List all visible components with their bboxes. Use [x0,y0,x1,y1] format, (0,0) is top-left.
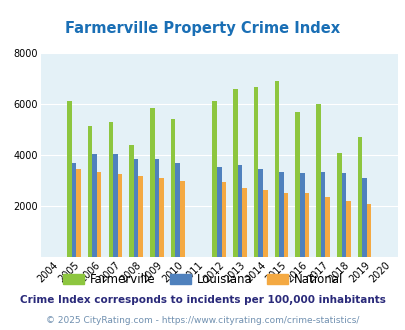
Bar [179,181,184,257]
Bar [221,182,226,257]
Bar [357,137,362,257]
Bar [345,201,350,257]
Bar [362,178,366,257]
Bar [92,154,97,257]
Bar [108,122,113,257]
Bar [324,197,329,257]
Bar [258,169,262,257]
Bar [129,146,134,257]
Bar [304,193,309,257]
Bar [315,104,320,257]
Bar [320,172,324,257]
Bar [71,163,76,257]
Bar [76,169,81,257]
Bar [97,172,101,257]
Bar [216,167,221,257]
Bar [336,152,341,257]
Bar [274,81,279,257]
Text: © 2025 CityRating.com - https://www.cityrating.com/crime-statistics/: © 2025 CityRating.com - https://www.city… [46,316,359,325]
Bar [242,188,246,257]
Bar [175,163,179,257]
Bar [341,173,345,257]
Bar [283,193,288,257]
Bar [262,190,267,257]
Bar [237,165,242,257]
Bar [366,204,371,257]
Bar [67,101,71,257]
Text: Crime Index corresponds to incidents per 100,000 inhabitants: Crime Index corresponds to incidents per… [20,295,385,305]
Bar [154,159,159,257]
Bar [87,126,92,257]
Text: Farmerville Property Crime Index: Farmerville Property Crime Index [65,21,340,36]
Bar [253,87,258,257]
Bar [295,112,299,257]
Bar [159,178,163,257]
Bar [212,101,216,257]
Bar [299,173,304,257]
Bar [117,174,122,257]
Bar [138,176,143,257]
Bar [279,172,283,257]
Bar [134,159,138,257]
Bar [171,119,175,257]
Bar [150,108,154,257]
Bar [232,88,237,257]
Legend: Farmerville, Louisiana, National: Farmerville, Louisiana, National [58,268,347,291]
Bar [113,154,117,257]
